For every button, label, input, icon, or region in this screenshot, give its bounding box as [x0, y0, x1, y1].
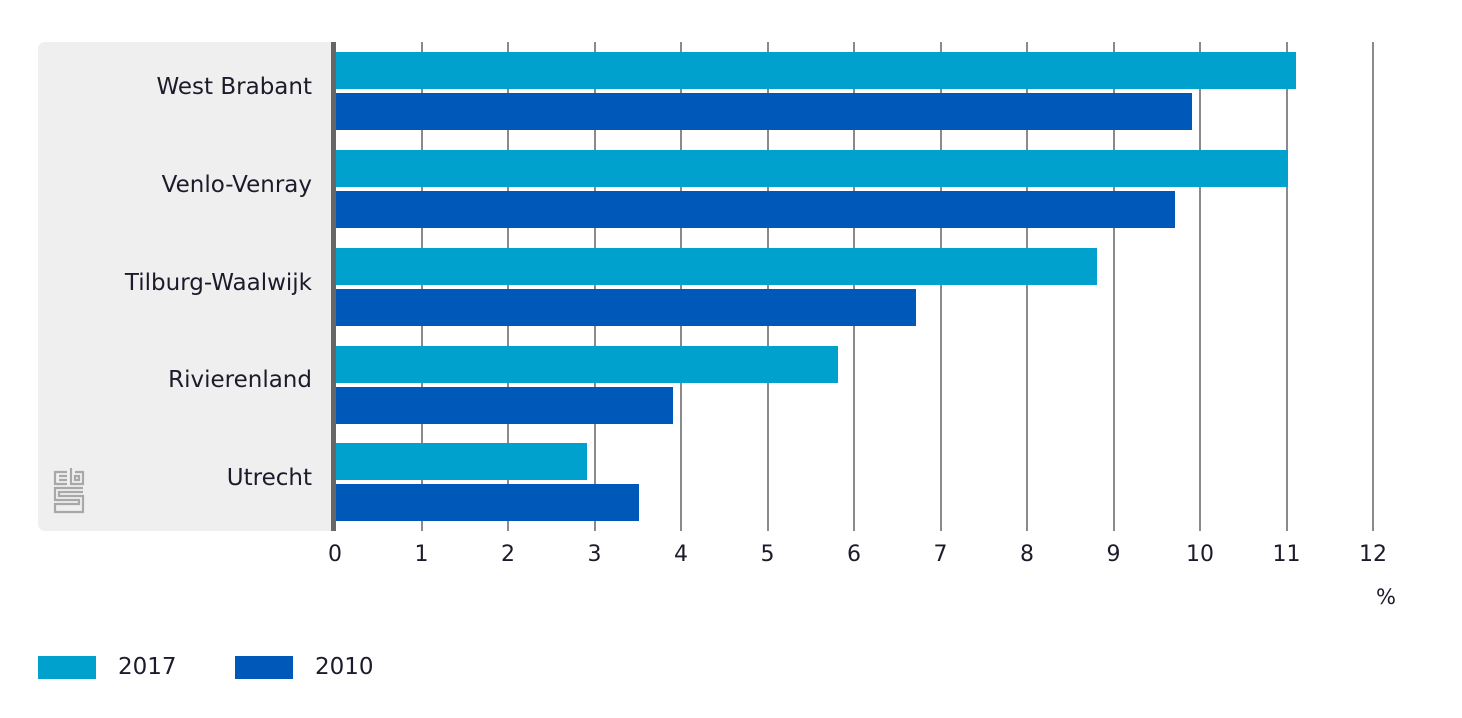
gridline [507, 42, 509, 531]
legend-swatch-2010 [235, 656, 293, 679]
bar-2010 [336, 289, 916, 326]
x-tick-label: 11 [1272, 542, 1301, 567]
category-label-utrecht: Utrecht [226, 465, 312, 491]
category-label-rivierenland: Rivierenland [168, 367, 312, 393]
gridline [420, 42, 423, 531]
gridline [593, 42, 596, 531]
category-label-panel [38, 42, 334, 531]
bar-2010 [336, 387, 674, 424]
bar-2017 [336, 346, 838, 383]
bar-2017 [336, 150, 1288, 187]
x-axis-unit: % [1376, 585, 1396, 609]
gridline [1026, 42, 1028, 531]
gridline [766, 42, 769, 531]
bar-2010 [336, 191, 1176, 228]
x-tick-label: 4 [674, 542, 688, 567]
x-tick-label: 8 [1020, 542, 1034, 567]
gridline [853, 42, 855, 531]
gridline [1285, 42, 1288, 531]
legend-label-2017: 2017 [118, 654, 177, 680]
x-tick-label: 0 [328, 542, 342, 567]
gridline [1112, 42, 1115, 531]
bar-2017 [336, 248, 1098, 285]
x-tick-label: 12 [1359, 542, 1387, 567]
cbs-logo-icon [53, 466, 85, 516]
x-tick-label: 5 [760, 542, 775, 567]
bar-2017 [336, 52, 1297, 89]
category-label-tilburg-waalwijk: Tilburg-Waalwijk [124, 270, 312, 296]
bar-2017 [336, 443, 587, 480]
x-tick-label: 7 [933, 542, 948, 567]
legend-swatch-2017 [38, 656, 96, 679]
x-tick-label: 1 [414, 542, 429, 567]
gridline [1199, 42, 1201, 531]
gridline [1372, 42, 1374, 531]
legend-label-2010: 2010 [315, 654, 374, 680]
category-label-venlo-venray: Venlo-Venray [161, 172, 312, 198]
x-tick-label: 2 [501, 542, 515, 567]
x-tick-label: 9 [1106, 542, 1121, 567]
x-tick-label: 6 [847, 542, 861, 567]
gridline [680, 42, 682, 531]
bar-2010 [336, 93, 1193, 130]
category-label-west-brabant: West Brabant [156, 74, 312, 100]
x-tick-label: 10 [1186, 542, 1214, 567]
x-tick-label: 3 [587, 542, 602, 567]
bar-2010 [336, 484, 639, 521]
gridline [939, 42, 942, 531]
y-axis-line [331, 42, 336, 531]
